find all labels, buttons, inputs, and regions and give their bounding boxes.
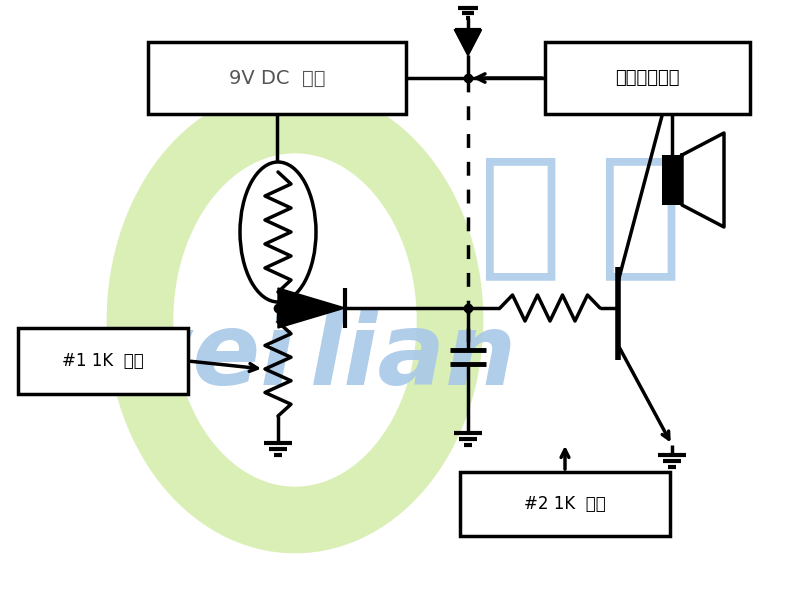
Text: 维: 维 — [478, 149, 562, 284]
Text: wei: wei — [100, 309, 294, 406]
Text: lian: lian — [310, 309, 518, 406]
Text: #1 1K  电阻: #1 1K 电阻 — [62, 352, 144, 370]
Bar — [662, 155, 682, 205]
Polygon shape — [278, 288, 345, 328]
Text: 9V DC  电源: 9V DC 电源 — [229, 68, 326, 88]
Bar — [545, 42, 750, 114]
Bar — [148, 42, 406, 114]
Text: 连: 连 — [598, 149, 682, 284]
Text: #2 1K  电阻: #2 1K 电阻 — [524, 495, 606, 513]
Bar — [460, 472, 670, 536]
Polygon shape — [682, 133, 724, 227]
Bar — [662, 155, 682, 205]
Bar — [18, 328, 188, 394]
Polygon shape — [455, 30, 481, 55]
Text: 可选复位开关: 可选复位开关 — [615, 69, 680, 87]
